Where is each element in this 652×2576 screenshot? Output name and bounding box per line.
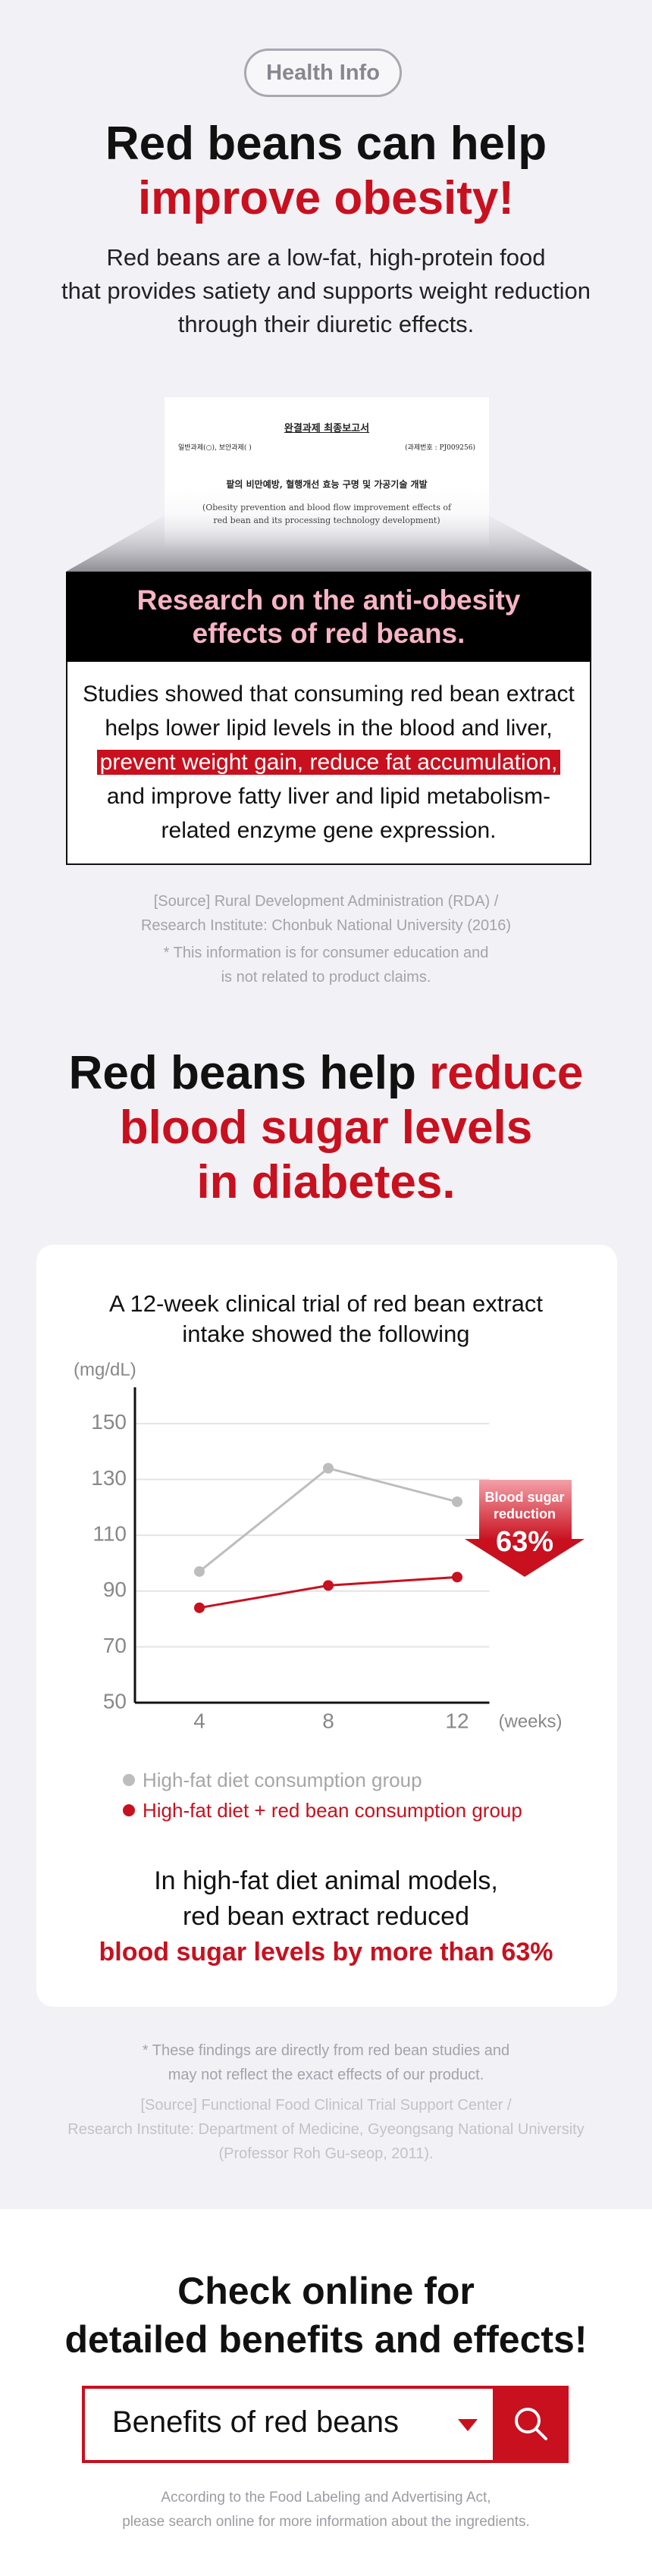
legend-marker	[123, 1804, 135, 1816]
x-tick-label: 12	[445, 1709, 469, 1732]
search-button[interactable]	[493, 2386, 569, 2463]
text-line: (Professor Roh Gu-seop, 2011).	[218, 2145, 434, 2162]
data-point	[452, 1572, 462, 1583]
chart: (mg/dL) 50 70 90 110 130 150 4 8 12 (weeks) Blood s…	[74, 1359, 585, 1732]
text-line: Red beans are a low-fat, high-protein fo…	[106, 244, 546, 271]
series-line	[199, 1467, 458, 1573]
doc-subject: 팥의 비만예방, 혈행개선 효능 구명 및 가공기술 개발	[226, 479, 428, 490]
search-icon	[515, 2408, 547, 2440]
callout-box	[479, 1480, 572, 1540]
legend-item: High-fat diet consumption group	[123, 1765, 522, 1795]
doc-title: 완결과제 최종보고서	[284, 423, 370, 434]
text-line: red bean extract reduced	[182, 1902, 470, 1931]
text: Studies showed that consuming red bean e…	[83, 682, 575, 741]
y-tick-label: 50	[103, 1689, 127, 1713]
doc-meta-left: 일반과제(○), 보안과제( )	[178, 444, 252, 452]
diabetes-title: Red beans help reduce blood sugar levels…	[0, 1046, 652, 1210]
x-axis-label: (weeks)	[499, 1711, 563, 1731]
x-tick-label: 8	[322, 1709, 334, 1732]
text-line: * These findings are directly from red b…	[142, 2042, 510, 2059]
y-axis-label: (mg/dL)	[74, 1359, 136, 1380]
text-line: According to the Food Labeling and Adver…	[161, 2490, 491, 2505]
description: Red beans are a low-fat, high-protein fo…	[0, 241, 652, 341]
text-line: blood sugar levels by more than 63%	[99, 1938, 553, 1966]
legend: High-fat diet consumption group High-fat …	[123, 1765, 522, 1825]
title-line: blood sugar levels	[119, 1102, 533, 1154]
conclusion: In high-fat diet animal models, red bean…	[0, 1863, 652, 1970]
dropdown-arrow[interactable]	[456, 2416, 479, 2434]
title-line: in diabetes.	[196, 1156, 456, 1208]
text-line: Research on the anti-obesity	[136, 584, 521, 616]
document-shadow	[66, 397, 591, 572]
callout-label: Blood sugar	[484, 1490, 564, 1505]
text-line: is not related to product claims.	[221, 969, 431, 986]
title-part: Red beans help	[68, 1047, 430, 1099]
chart-title: A 12-week clinical trial of red bean ext…	[0, 1289, 652, 1349]
title-line: improve obesity!	[137, 172, 515, 224]
badge: Health Info	[244, 49, 402, 97]
text-line: red bean and its processing technology d…	[213, 516, 440, 525]
callout-value: 63%	[496, 1526, 553, 1558]
text-line: effects of red beans.	[192, 618, 465, 649]
text-line: (Obesity prevention and blood flow impro…	[202, 503, 452, 512]
legend-label: High-fat diet + red bean consumption gro…	[143, 1799, 522, 1822]
text: and improve fatty liver and lipid metabo…	[106, 784, 551, 843]
callout-arrow	[465, 1539, 585, 1577]
data-point	[194, 1602, 205, 1613]
document: 완결과제 최종보고서 일반과제(○), 보안과제( ) (과제번호 : PJ009…	[165, 397, 489, 541]
text-line: that provides satiety and supports weigh…	[61, 277, 591, 304]
text-line: intake showed the following	[182, 1321, 470, 1347]
callout-label: reduction	[494, 1506, 556, 1521]
cta-title: Check online for detailed benefits and e…	[0, 2267, 652, 2364]
y-tick-label: 130	[91, 1466, 127, 1490]
legend-item: High-fat diet + red bean consumption gro…	[123, 1795, 522, 1825]
title: Red beans can help improve obesity!	[0, 117, 652, 226]
text-line: A 12-week clinical trial of red bean ext…	[108, 1290, 544, 1317]
text-line: In high-fat diet animal models,	[154, 1866, 498, 1895]
y-tick-label: 110	[92, 1522, 127, 1546]
data-point	[194, 1565, 205, 1577]
doc-subject-en: (Obesity prevention and blood flow impro…	[165, 501, 489, 527]
y-tick-label: 90	[103, 1578, 127, 1601]
cta-footer: According to the Food Labeling and Adver…	[0, 2486, 652, 2534]
chart-card	[36, 1245, 617, 2007]
research-title: Research on the anti-obesity effects of …	[66, 572, 591, 662]
y-tick-label: 70	[103, 1634, 127, 1657]
text-line: please search online for more informatio…	[122, 2514, 530, 2530]
title-line: Red beans can help	[105, 118, 547, 170]
data-point	[323, 1462, 334, 1474]
legend-marker	[123, 1774, 135, 1786]
diabetes-notes: * These findings are directly from red b…	[0, 2039, 652, 2166]
text-line: detailed benefits and effects!	[64, 2318, 588, 2361]
doc-meta: 일반과제(○), 보안과제( ) (과제번호 : PJ009256)	[165, 434, 489, 452]
text-line: [Source] Functional Food Clinical Trial …	[140, 2097, 512, 2114]
text-line: * This information is for consumer educa…	[163, 945, 489, 961]
text-line: Research Institute: Department of Medici…	[67, 2121, 585, 2138]
text-line: [Source] Rural Development Administratio…	[153, 893, 499, 910]
doc-meta-right: (과제번호 : PJ009256)	[405, 444, 475, 452]
x-tick-label: 4	[193, 1709, 205, 1732]
text-line: Check online for	[177, 2270, 475, 2312]
legend-label: High-fat diet consumption group	[143, 1769, 422, 1791]
y-tick-label: 150	[91, 1410, 127, 1434]
data-point	[452, 1496, 462, 1507]
research-body: Studies showed that consuming red bean e…	[66, 662, 591, 865]
search-box[interactable]: Benefits of red beans	[82, 2386, 569, 2463]
text-line: through their diuretic effects.	[177, 311, 475, 337]
text-line: may not reflect the exact effects of our…	[168, 2067, 484, 2083]
data-point	[323, 1580, 334, 1591]
text-line: Research Institute: Chonbuk National Uni…	[140, 917, 512, 934]
search-text: Benefits of red beans	[112, 2405, 400, 2439]
highlight: prevent weight gain, reduce fat accumula…	[96, 750, 561, 775]
research-source: [Source] Rural Development Administratio…	[0, 889, 652, 989]
title-part: reduce	[429, 1047, 584, 1099]
